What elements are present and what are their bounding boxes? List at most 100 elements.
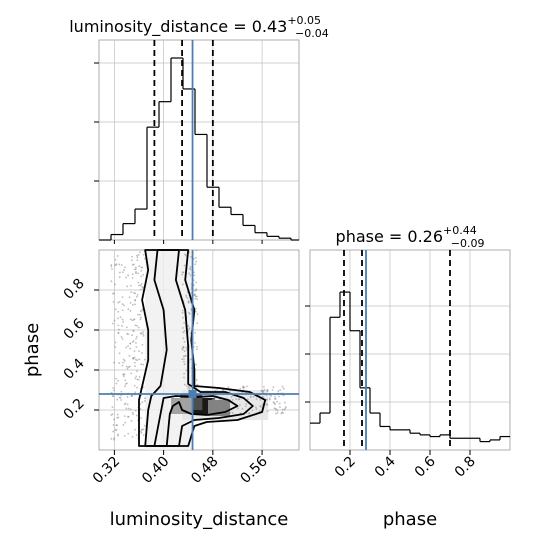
scatter-point (139, 310, 142, 313)
scatter-point (127, 366, 130, 368)
scatter-point (121, 303, 124, 306)
scatter-point (110, 265, 113, 268)
scatter-point (193, 284, 195, 287)
scatter-point (182, 337, 185, 340)
scatter-point (136, 254, 138, 257)
scatter-point (113, 437, 116, 440)
scatter-point (187, 325, 190, 327)
scatter-point (242, 386, 244, 389)
scatter-point (113, 389, 115, 392)
y-ticks: 0.2 0.4 0.6 0.8 (61, 276, 99, 423)
scatter-point (186, 297, 189, 300)
scatter-point (118, 276, 121, 278)
scatter-point (196, 383, 199, 386)
x-tick-label: 0.8 (452, 454, 479, 481)
scatter-point (136, 256, 139, 259)
scatter-point (144, 358, 146, 361)
scatter-point (128, 354, 131, 357)
scatter-point (194, 263, 197, 266)
scatter-point (119, 316, 122, 319)
scatter-point (129, 347, 132, 350)
scatter-point (194, 290, 196, 292)
scatter-point (129, 310, 132, 312)
scatter-point (117, 324, 120, 327)
panel-frame (98, 39, 300, 241)
scatter-point (126, 332, 129, 335)
scatter-point (127, 274, 130, 277)
scatter-point (137, 272, 140, 275)
scatter-point (117, 379, 119, 382)
scatter-point (189, 268, 192, 271)
scatter-point (188, 311, 190, 314)
scatter-point (239, 387, 242, 390)
scatter-point (183, 322, 185, 324)
histogram-bars (310, 291, 510, 443)
scatter-point (185, 385, 188, 387)
scatter-point (133, 361, 136, 364)
scatter-point (263, 388, 266, 391)
scatter-point (117, 301, 120, 304)
scatter-point (142, 434, 145, 437)
scatter-point (194, 363, 197, 366)
scatter-point (183, 340, 186, 343)
scatter-point (134, 303, 136, 306)
scatter-point (282, 387, 285, 390)
x-tick-label: 0.48 (188, 454, 221, 487)
scatter-point (141, 287, 144, 289)
scatter-point (112, 424, 115, 426)
scatter-point (123, 403, 126, 406)
scatter-point (112, 292, 115, 295)
panel-luminosity-distance-hist: luminosity_distance = 0.43+0.05 −0.04 (69, 14, 329, 244)
scatter-point (135, 375, 138, 378)
scatter-point (139, 332, 142, 334)
scatter-point (139, 402, 142, 405)
scatter-point (118, 362, 121, 364)
scatter-point (279, 389, 282, 391)
scatter-point (142, 333, 144, 335)
scatter-point (245, 402, 247, 405)
scatter-point (140, 363, 143, 366)
scatter-point (142, 363, 145, 366)
scatter-point (120, 336, 123, 338)
scatter-point (181, 311, 184, 314)
scatter-point (274, 395, 276, 398)
scatter-point (195, 249, 198, 252)
scatter-point (194, 297, 197, 300)
scatter-point (117, 317, 119, 320)
scatter-point (183, 360, 185, 363)
scatter-point (282, 412, 285, 414)
scatter-point (259, 405, 262, 408)
x-tick-label: 0.6 (412, 453, 439, 480)
scatter-point (136, 378, 139, 381)
scatter-point (121, 364, 124, 367)
scatter-point (185, 346, 188, 349)
scatter-point (135, 271, 137, 273)
scatter-point (141, 285, 144, 288)
scatter-point (111, 395, 114, 397)
scatter-point (227, 402, 230, 405)
scatter-point (136, 386, 138, 389)
scatter-point (141, 309, 144, 312)
x-axis-label: luminosity_distance (110, 509, 289, 530)
scatter-point (194, 331, 197, 334)
scatter-point (131, 255, 133, 258)
scatter-point (195, 378, 198, 381)
panel-title: luminosity_distance = 0.43+0.05 −0.04 (69, 14, 329, 40)
scatter-point (181, 273, 184, 276)
scatter-point (269, 394, 271, 397)
scatter-point (218, 410, 220, 413)
scatter-point (268, 397, 271, 400)
scatter-point (141, 343, 144, 346)
scatter-point (122, 271, 124, 274)
scatter-point (135, 342, 137, 344)
scatter-point (184, 253, 186, 256)
scatter-point (122, 321, 125, 323)
scatter-point (131, 263, 134, 266)
scatter-point (139, 288, 142, 291)
scatter-point (187, 301, 190, 303)
density-cell (171, 398, 194, 414)
scatter-point (237, 398, 240, 401)
scatter-point (140, 417, 142, 419)
scatter-point (181, 271, 184, 274)
scatter-point (281, 408, 284, 411)
